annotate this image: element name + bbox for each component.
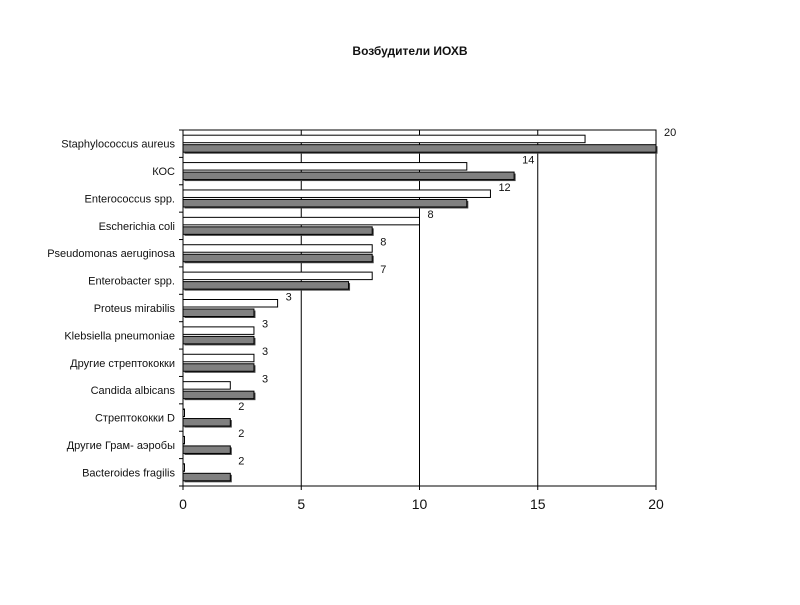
bar-series2 — [182, 308, 255, 317]
bar-series1 — [182, 134, 586, 144]
category-label: Стрептококки D — [95, 413, 175, 425]
bar-series2 — [182, 171, 515, 181]
chart-title: Возбудители ИОХВ — [352, 44, 468, 58]
bar-series1 — [182, 162, 468, 171]
bar-series2 — [182, 281, 350, 290]
bar-series2 — [182, 226, 373, 235]
bar-series1 — [182, 381, 231, 390]
category-label: Candida albicans — [91, 385, 176, 397]
category-label: Proteus mirabilis — [94, 303, 176, 315]
bar-series2 — [182, 390, 255, 400]
bar-series1 — [182, 463, 185, 472]
bar-series1 — [182, 271, 373, 281]
category-label: Escherichia coli — [99, 221, 175, 233]
bar-series1 — [182, 299, 279, 308]
data-label: 8 — [428, 209, 434, 221]
bar-series1 — [182, 326, 255, 335]
bar-series1 — [182, 408, 185, 418]
x-tick-label: 5 — [297, 496, 305, 512]
bar-series1 — [182, 216, 420, 226]
category-label: Enterobacter spp. — [88, 276, 175, 288]
data-label: 2 — [238, 428, 244, 440]
bar-series2 — [182, 363, 255, 372]
plot-area: 0 5 10 15 20 Staphylococcus aureus 20 КОС 14 Ente… — [47, 127, 676, 512]
x-tick-label: 15 — [530, 496, 546, 512]
category-label: Другие Грам- аэробы — [67, 440, 175, 452]
x-tick-label: 20 — [648, 496, 664, 512]
category-label: Другие стрептококки — [70, 358, 175, 370]
bar-series2 — [182, 144, 657, 153]
bar-series2 — [182, 418, 231, 427]
bar-series2 — [182, 445, 231, 454]
data-label: 3 — [262, 319, 268, 331]
bar-series2 — [182, 253, 373, 263]
data-label: 7 — [380, 264, 386, 276]
x-tick-label: 10 — [412, 496, 428, 512]
data-label: 3 — [286, 291, 292, 303]
bar-series1 — [182, 189, 491, 198]
category-label: Klebsiella pneumoniae — [64, 330, 175, 342]
data-label: 3 — [262, 346, 268, 358]
bar-series1 — [182, 435, 185, 445]
data-label: 12 — [498, 182, 510, 194]
data-label: 8 — [380, 237, 386, 249]
bar-series2 — [182, 472, 231, 482]
data-label: 14 — [522, 154, 534, 166]
category-label: Staphylococcus aureus — [61, 139, 175, 151]
x-tick-label: 0 — [179, 496, 187, 512]
bar-series1 — [182, 244, 373, 253]
category-label: КОС — [152, 166, 175, 178]
category-label: Bacteroides fragilis — [82, 467, 175, 479]
data-label: 2 — [238, 456, 244, 468]
bar-series2 — [182, 335, 255, 345]
data-label: 20 — [664, 127, 676, 139]
data-label: 3 — [262, 373, 268, 385]
data-label: 2 — [238, 401, 244, 413]
bar-series1 — [182, 353, 255, 363]
category-label: Pseudomonas aeruginosa — [47, 248, 176, 260]
category-label: Enterococcus spp. — [85, 193, 176, 205]
bar-series2 — [182, 198, 468, 208]
